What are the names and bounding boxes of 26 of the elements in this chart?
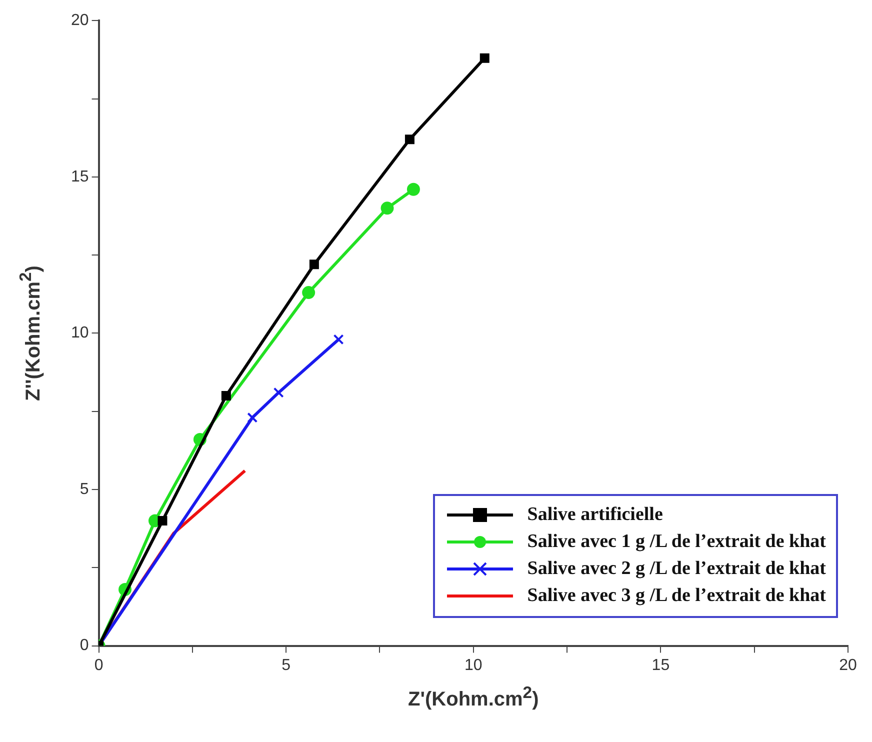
legend-label: Salive artificielle [527,504,663,526]
legend-label: Salive avec 2 g /L de l’extrait de khat [527,558,826,580]
x-tick-label: 15 [652,656,670,674]
point [380,202,394,215]
y-tick-label: 10 [71,324,89,342]
point [480,53,490,63]
point [302,286,316,300]
y-tick-label: 20 [71,12,89,30]
point [273,387,284,398]
y-tick-label: 0 [80,637,89,654]
y-tick-label: 15 [71,168,89,186]
point [309,260,319,270]
point [221,390,231,400]
point [404,134,414,144]
legend-label: Salive avec 3 g /L de l’extrait de khat [527,585,826,608]
x-axis-title: Z'(Kohm.cm$^{2}$) [407,683,540,712]
x-tick-label: 20 [839,656,857,674]
x-tick-label: 0 [94,656,104,674]
y-tick-label: 5 [80,480,89,498]
point [333,334,344,345]
x-tick-label: 10 [464,656,482,674]
legend-label: Salive avec 1 g /L de l’extrait de khat [527,531,826,554]
point [247,412,258,423]
point [406,182,420,196]
x-tick-label: 5 [282,656,291,674]
point [158,516,168,526]
